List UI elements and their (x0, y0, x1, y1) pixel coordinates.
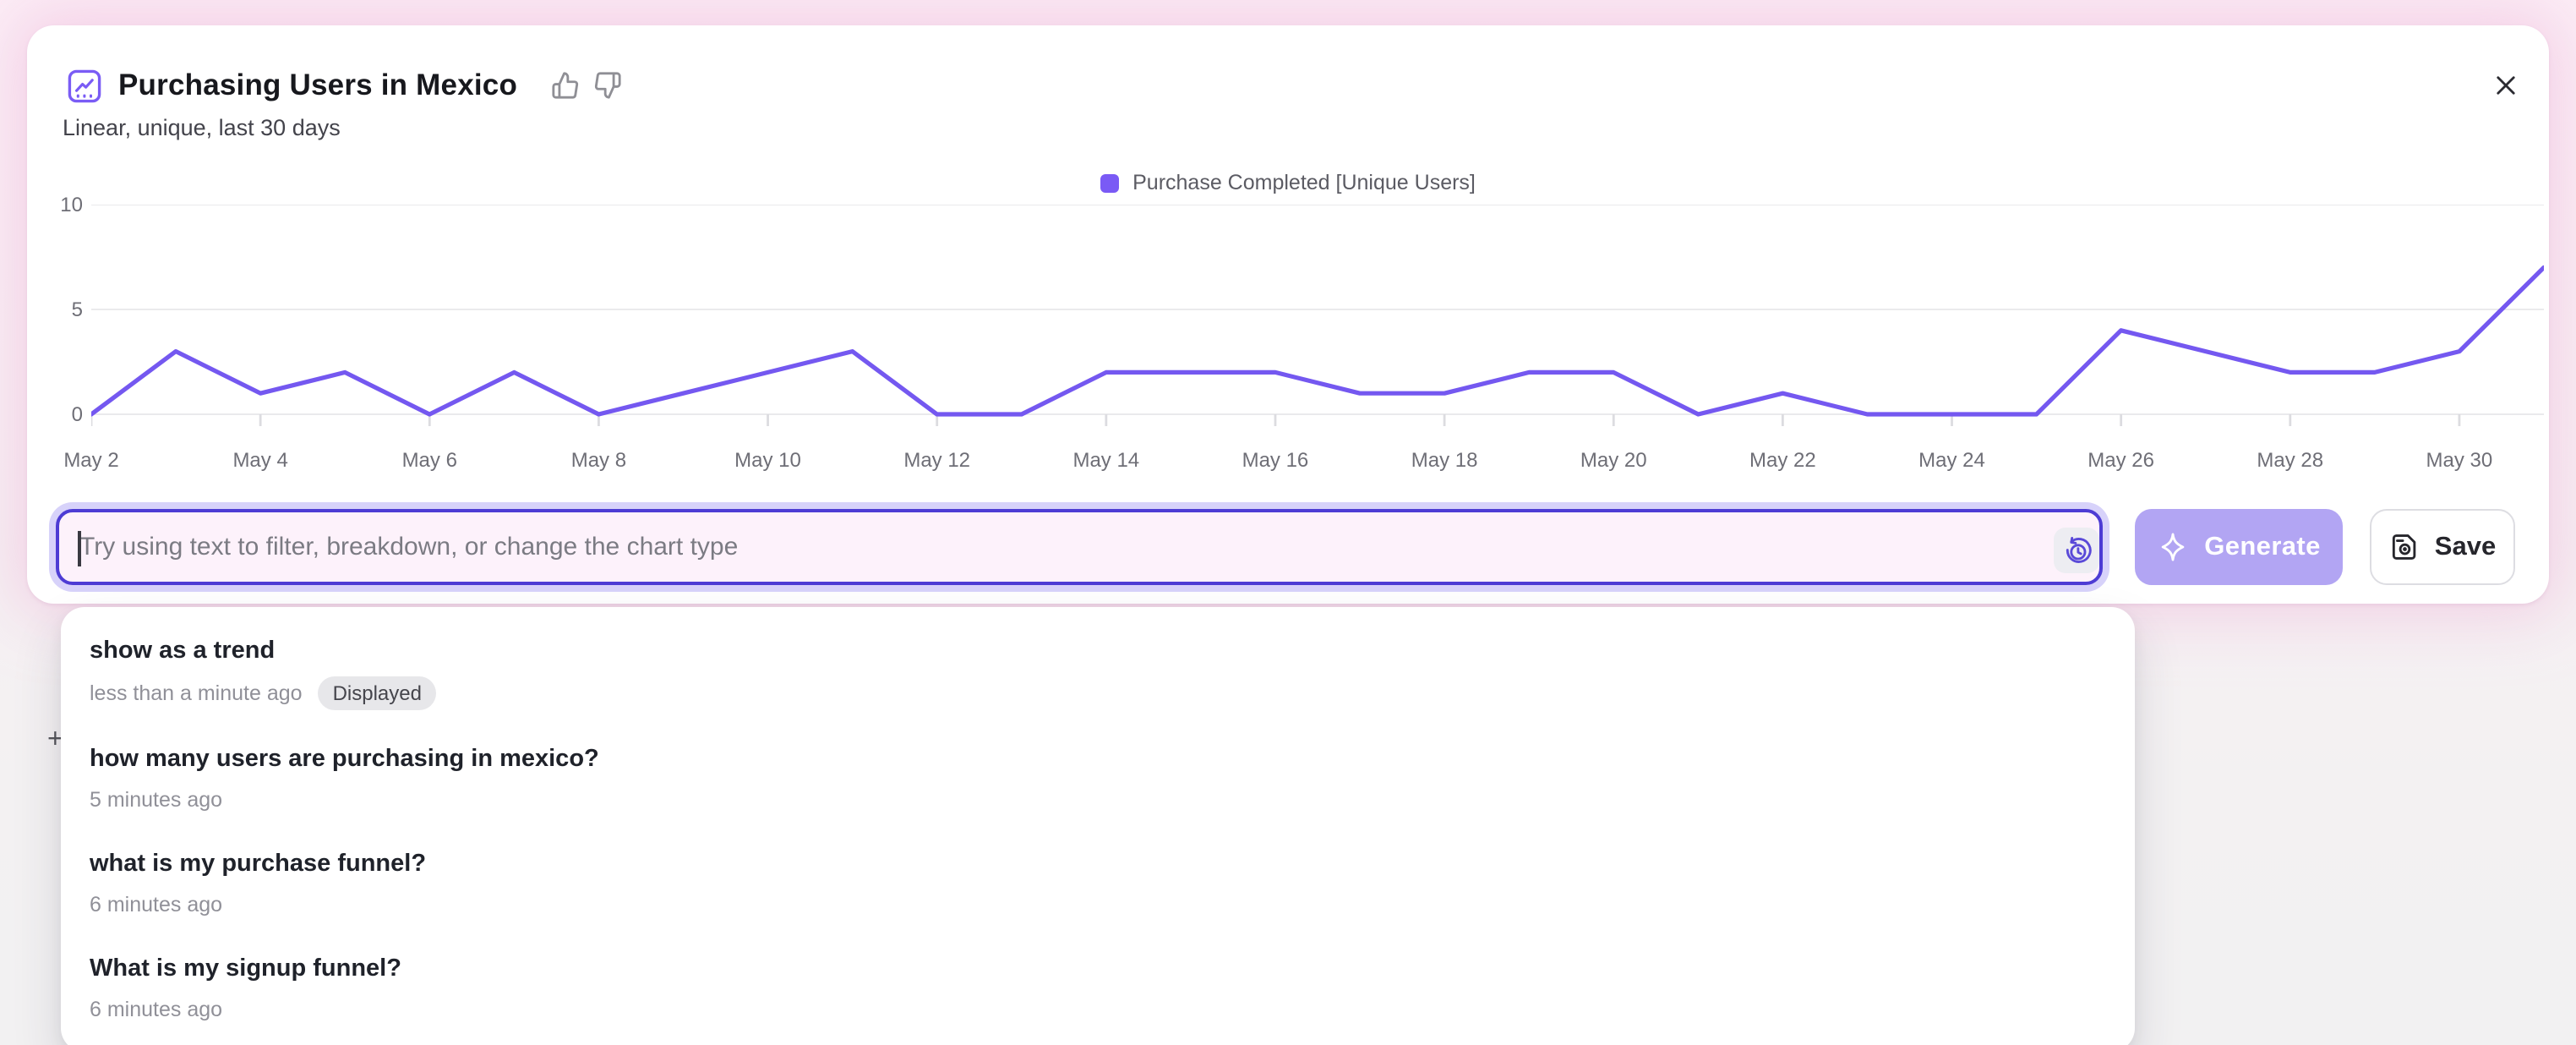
save-disk-icon (2393, 534, 2417, 560)
displayed-badge: Displayed (317, 676, 437, 710)
history-item[interactable]: show as a trend less than a minute ago D… (61, 617, 2135, 725)
legend-swatch (1100, 173, 1120, 192)
x-tick-label: May 30 (2426, 448, 2493, 472)
sparkle-icon (2161, 533, 2185, 561)
thumbs-down-icon[interactable] (592, 70, 622, 101)
chart-subtitle: Linear, unique, last 30 days (63, 115, 341, 140)
x-tick-label: May 6 (401, 448, 457, 472)
x-tick-label: May 14 (1072, 448, 1140, 472)
close-icon[interactable] (2488, 68, 2522, 101)
legend-label: Purchase Completed [Unique Users] (1132, 171, 1476, 194)
history-item-title: What is my signup funnel? (90, 955, 401, 982)
generate-label: Generate (2204, 532, 2321, 561)
history-item-title: show as a trend (90, 637, 276, 665)
history-item[interactable]: What is my signup funnel? 6 minutes ago (61, 935, 2135, 1040)
prompt-history-dropdown: show as a trend less than a minute ago D… (61, 607, 2135, 1045)
x-tick-label: May 28 (2257, 448, 2324, 472)
x-tick-label: May 18 (1411, 448, 1478, 472)
y-tick-label: 10 (60, 193, 83, 216)
x-tick-label: May 16 (1242, 448, 1309, 472)
page-title: Purchasing Users in Mexico (118, 68, 518, 101)
history-item-time: 6 minutes ago (90, 893, 223, 916)
x-tick-label: May 20 (1580, 448, 1647, 472)
thumbs-up-icon[interactable] (549, 70, 580, 101)
x-tick-label: May 2 (63, 448, 119, 472)
card-header: Purchasing Users in Mexico (68, 68, 622, 103)
history-item-time: 6 minutes ago (90, 998, 223, 1021)
history-item[interactable]: what is my purchase funnel? 6 minutes ag… (61, 830, 2135, 935)
x-tick-label: May 12 (903, 448, 971, 472)
line-chart-plot (91, 205, 2544, 431)
ai-prompt-field[interactable] (56, 509, 2103, 585)
feedback-buttons (549, 70, 622, 101)
generate-button[interactable]: Generate (2135, 509, 2343, 585)
save-label: Save (2434, 532, 2497, 561)
history-item-time: 5 minutes ago (90, 788, 223, 812)
x-tick-label: May 24 (1918, 448, 1985, 472)
text-caret (78, 531, 80, 566)
chart-insight-icon (68, 68, 101, 102)
x-tick-label: May 4 (232, 448, 288, 472)
chart-legend: Purchase Completed [Unique Users] (27, 171, 2549, 194)
history-item[interactable]: how many users are purchasing in mexico?… (61, 725, 2135, 830)
history-button[interactable] (2054, 528, 2099, 573)
chart-card: Purchasing Users in Mexico Linear, u (27, 25, 2549, 604)
history-item-title: what is my purchase funnel? (90, 851, 427, 878)
x-tick-label: May 22 (1749, 448, 1816, 472)
x-tick-label: May 8 (570, 448, 627, 472)
background-plus-glyph: + (47, 725, 63, 754)
x-tick-label: May 26 (2088, 448, 2154, 472)
history-clock-icon (2065, 535, 2091, 562)
y-tick-label: 0 (71, 402, 83, 426)
history-item-title: how many users are purchasing in mexico? (90, 746, 599, 773)
y-tick-label: 5 (71, 298, 83, 321)
save-button[interactable]: Save (2370, 509, 2515, 585)
history-item-time: less than a minute ago (90, 681, 303, 705)
x-tick-label: May 10 (734, 448, 801, 472)
ai-prompt-input[interactable] (59, 512, 2099, 582)
